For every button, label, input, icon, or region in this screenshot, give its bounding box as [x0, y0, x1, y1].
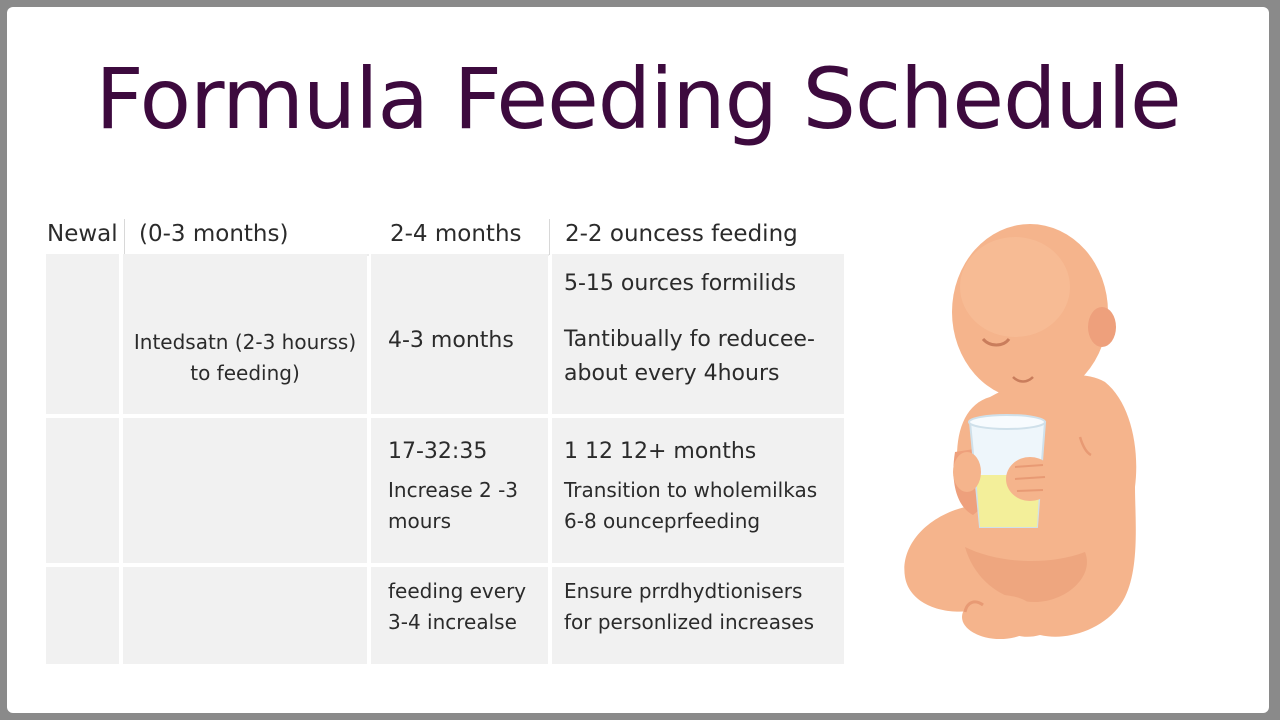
cell-text: 5-15 ources formilids [564, 271, 797, 296]
header-label: 2-4 months [390, 221, 522, 247]
baby-ear [1088, 307, 1116, 347]
header-divider [549, 219, 550, 255]
toe-line [963, 600, 984, 613]
closed-eye [981, 337, 1011, 347]
header-divider [124, 219, 125, 255]
table-cell [46, 418, 119, 563]
cell-text: to feeding) [190, 361, 300, 385]
finger-lines [1014, 464, 1046, 492]
table-cell [46, 567, 119, 664]
header-label: 2-2 ouncess feeding [565, 221, 798, 247]
baby-foot [962, 595, 1038, 639]
header-newal: Newal [47, 212, 119, 256]
table-cell [371, 418, 548, 563]
cell-text: 4-3 months [388, 328, 514, 353]
header-label: Newal [47, 221, 118, 247]
cell-text: Transition to wholemilkas [564, 478, 818, 502]
table-cell [123, 567, 367, 664]
leg-shadow [965, 547, 1087, 602]
cell-text: about every 4hours [564, 361, 780, 386]
left-hand [953, 452, 981, 492]
cell-text: 3-4 increalse [388, 610, 517, 634]
cell-text: Increase 2 -3 [388, 478, 519, 502]
header-months: 2-4 months [390, 212, 550, 256]
header-ounces: 2-2 ouncess feeding [565, 212, 845, 256]
infographic-card: Formula Feeding Schedule Newal (0-3 mont… [7, 7, 1269, 713]
table-cell [371, 254, 548, 414]
table-cell [552, 254, 844, 414]
cell-text: for personlized increases [564, 610, 815, 634]
cell-text: Ensure prrdhydtionisers [564, 579, 803, 603]
table-cell [552, 567, 844, 664]
table-cell [123, 254, 367, 414]
page-title: Formula Feeding Schedule [95, 50, 1181, 148]
cell-text: Intedsatn (2-3 hourss) [133, 330, 357, 354]
cup-rim [968, 414, 1046, 430]
table-cell [371, 567, 548, 664]
baby-with-bottle-illustration [904, 224, 1137, 639]
cell-text: 17-32:35 [388, 439, 488, 464]
cell-text: 1 12 12+ months [564, 439, 757, 464]
table-cell [552, 418, 844, 563]
header-age: (0-3 months) [139, 212, 369, 256]
head-highlight [960, 237, 1070, 337]
table-cell [123, 418, 367, 563]
cell-text: mours [388, 509, 452, 533]
baby-mouth [1012, 376, 1034, 383]
body-fold [1078, 436, 1092, 457]
table-cell [46, 254, 119, 414]
cell-text: Tantibually fo reducee- [564, 327, 815, 352]
cell-text: 6-8 ounceprfeeding [564, 509, 761, 533]
cell-text: feeding every [388, 579, 527, 603]
header-label: (0-3 months) [139, 221, 289, 247]
